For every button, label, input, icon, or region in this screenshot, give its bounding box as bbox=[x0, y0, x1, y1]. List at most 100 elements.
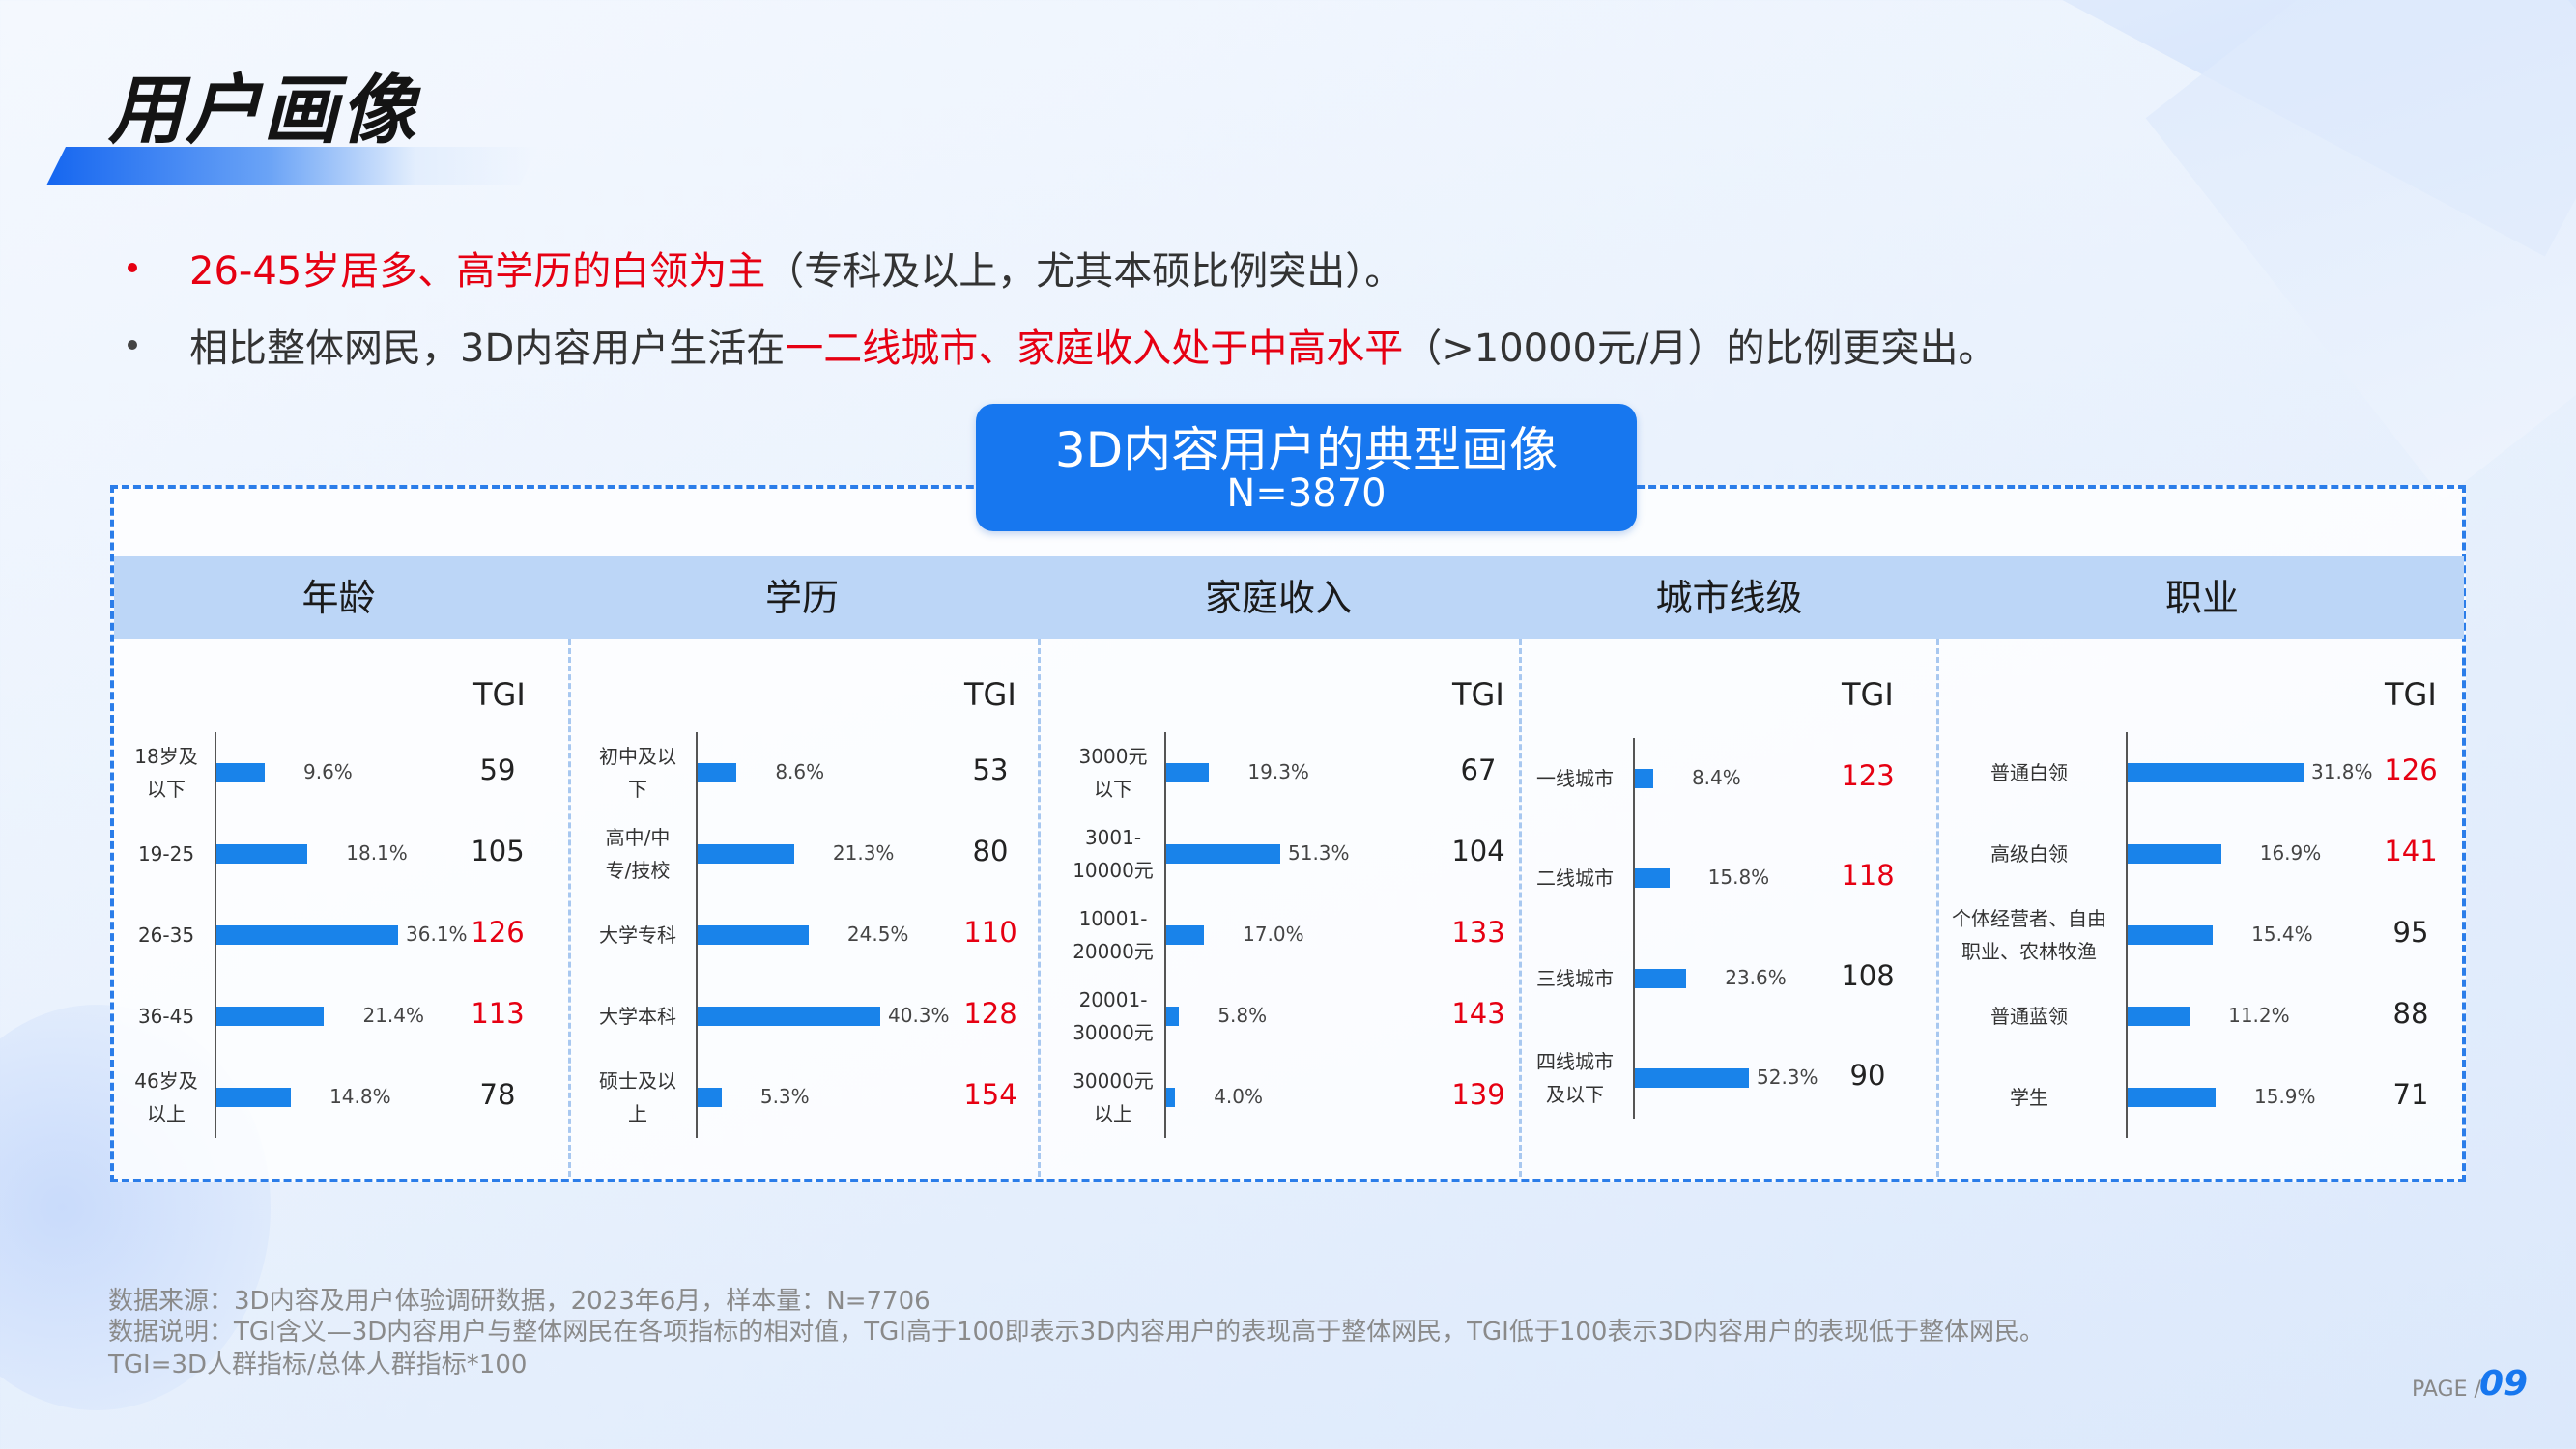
category-label-line: 大学专科 bbox=[599, 923, 676, 947]
bar bbox=[698, 844, 794, 864]
bar bbox=[216, 1088, 292, 1107]
category-label-line: 以下 bbox=[1094, 778, 1132, 801]
badge-title: 3D内容用户的典型画像 bbox=[1054, 422, 1559, 478]
category-label-line: 46岁及 bbox=[134, 1069, 198, 1093]
bar bbox=[1635, 969, 1687, 988]
bar bbox=[2128, 925, 2214, 945]
category-label: 3001- 10000元 bbox=[1026, 821, 1200, 887]
bullet-text: 26-45岁居多、高学历的白领为主（专科及以上，尤其本硕比例突出）。 bbox=[189, 240, 1403, 296]
bar-value-label: 15.9% bbox=[2254, 1085, 2316, 1108]
tgi-value: 139 bbox=[1451, 1078, 1505, 1111]
bar bbox=[216, 844, 308, 864]
category-label-line: 30000元 bbox=[1073, 1021, 1154, 1044]
column-separator bbox=[1038, 639, 1041, 1177]
bar bbox=[698, 763, 737, 782]
bullet-highlight: 一二线城市、家庭收入处于中高水平 bbox=[785, 327, 1404, 371]
chart-axis bbox=[215, 732, 216, 1138]
category-label: 学生 bbox=[1942, 1081, 2116, 1114]
bar-value-label: 19.3% bbox=[1247, 760, 1309, 783]
bar bbox=[2128, 1088, 2216, 1107]
bar-value-label: 4.0% bbox=[1214, 1085, 1263, 1108]
bar bbox=[216, 925, 398, 945]
bar-value-label: 21.4% bbox=[362, 1004, 424, 1027]
bar bbox=[2128, 763, 2304, 782]
category-label-line: 20001- bbox=[1078, 988, 1148, 1011]
bar-value-label: 15.8% bbox=[1707, 866, 1770, 889]
category-label: 三线城市 bbox=[1488, 962, 1662, 995]
tgi-value: 154 bbox=[963, 1078, 1017, 1111]
bullet-segment: （>10000元/月）的比例更突出。 bbox=[1403, 327, 1997, 371]
tgi-value: 118 bbox=[1841, 859, 1895, 892]
category-header: 家庭收入 bbox=[1204, 577, 1352, 619]
bar bbox=[1635, 769, 1653, 788]
bar bbox=[1166, 844, 1280, 864]
bar-value-label: 8.4% bbox=[1691, 766, 1741, 789]
category-label: 一线城市 bbox=[1488, 762, 1662, 795]
bar-value-label: 24.5% bbox=[846, 923, 909, 946]
badge-sample-size: N=3870 bbox=[1226, 471, 1387, 516]
category-label-line: 学生 bbox=[2010, 1086, 2048, 1109]
bullet-dot bbox=[128, 340, 137, 350]
category-label-line: 个体经营者、自由 bbox=[1952, 907, 2106, 930]
bar-value-label: 17.0% bbox=[1243, 923, 1304, 946]
category-label-line: 一线城市 bbox=[1536, 767, 1614, 790]
bar bbox=[698, 925, 809, 945]
category-label-line: 四线城市 bbox=[1536, 1050, 1614, 1073]
bar bbox=[698, 1007, 880, 1026]
tgi-value: 71 bbox=[2392, 1078, 2429, 1111]
category-label: 初中及以下 bbox=[551, 740, 725, 806]
tgi-header: TGI bbox=[2385, 676, 2437, 713]
bar-value-label: 52.3% bbox=[1757, 1065, 1818, 1089]
bar-value-label: 14.8% bbox=[329, 1085, 391, 1108]
bar bbox=[698, 1088, 722, 1107]
bar-value-label: 9.6% bbox=[302, 760, 353, 783]
background-decoration bbox=[2145, 0, 2576, 499]
tgi-value: 110 bbox=[963, 916, 1017, 949]
category-label-line: 下 bbox=[628, 778, 647, 801]
bar-value-label: 23.6% bbox=[1725, 966, 1787, 989]
page-number: 09 bbox=[2479, 1364, 2529, 1404]
bullet-segment: （专科及以上，尤其本硕比例突出）。 bbox=[765, 249, 1404, 294]
page-label: PAGE / bbox=[2412, 1378, 2481, 1402]
chart-axis bbox=[2126, 732, 2128, 1138]
category-header: 城市线级 bbox=[1655, 577, 1803, 619]
tgi-value: 78 bbox=[479, 1078, 516, 1111]
category-header-row bbox=[114, 556, 2464, 639]
category-label-line: 硕士及以 bbox=[599, 1069, 676, 1093]
page-title: 用户画像 bbox=[108, 68, 418, 155]
bar bbox=[1635, 868, 1670, 888]
category-label: 四线城市 及以下 bbox=[1488, 1045, 1662, 1111]
bar-value-label: 5.3% bbox=[759, 1085, 810, 1108]
tgi-value: 123 bbox=[1841, 759, 1895, 792]
tgi-value: 59 bbox=[479, 753, 516, 786]
category-label-line: 三线城市 bbox=[1536, 967, 1614, 990]
tgi-header: TGI bbox=[1452, 676, 1504, 713]
bar-value-label: 18.1% bbox=[346, 841, 408, 865]
bar-value-label: 8.6% bbox=[775, 760, 825, 783]
tgi-value: 126 bbox=[2384, 753, 2438, 786]
category-label: 36-45 bbox=[79, 1000, 253, 1033]
chart-axis bbox=[1164, 732, 1166, 1138]
tgi-value: 53 bbox=[972, 753, 1009, 786]
category-label: 18岁及 以下 bbox=[79, 740, 253, 806]
category-header: 职业 bbox=[2164, 577, 2239, 619]
category-label: 高中/中 专/技校 bbox=[551, 821, 725, 887]
category-label-line: 以上 bbox=[1094, 1102, 1132, 1125]
title-accent-bar bbox=[46, 147, 539, 185]
tgi-value: 95 bbox=[2392, 916, 2429, 949]
category-label-line: 19-25 bbox=[137, 842, 195, 866]
category-label-line: 普通白领 bbox=[1990, 761, 2068, 784]
category-label-line: 以上 bbox=[147, 1102, 186, 1125]
category-label-line: 高中/中 bbox=[605, 826, 671, 849]
category-label-line: 10000元 bbox=[1073, 859, 1154, 882]
category-label-line: 36-45 bbox=[137, 1005, 195, 1028]
tgi-header: TGI bbox=[473, 676, 526, 713]
category-label-line: 高级白领 bbox=[1990, 842, 2068, 866]
bullet-segment: 相比整体网民，3D内容用户生活在 bbox=[189, 327, 786, 371]
category-label-line: 10001- bbox=[1078, 907, 1148, 930]
bar bbox=[1166, 1088, 1176, 1107]
category-label-line: 20000元 bbox=[1073, 940, 1154, 963]
bar bbox=[2128, 844, 2221, 864]
tgi-value: 128 bbox=[963, 997, 1017, 1030]
category-label-line: 大学本科 bbox=[599, 1005, 676, 1028]
